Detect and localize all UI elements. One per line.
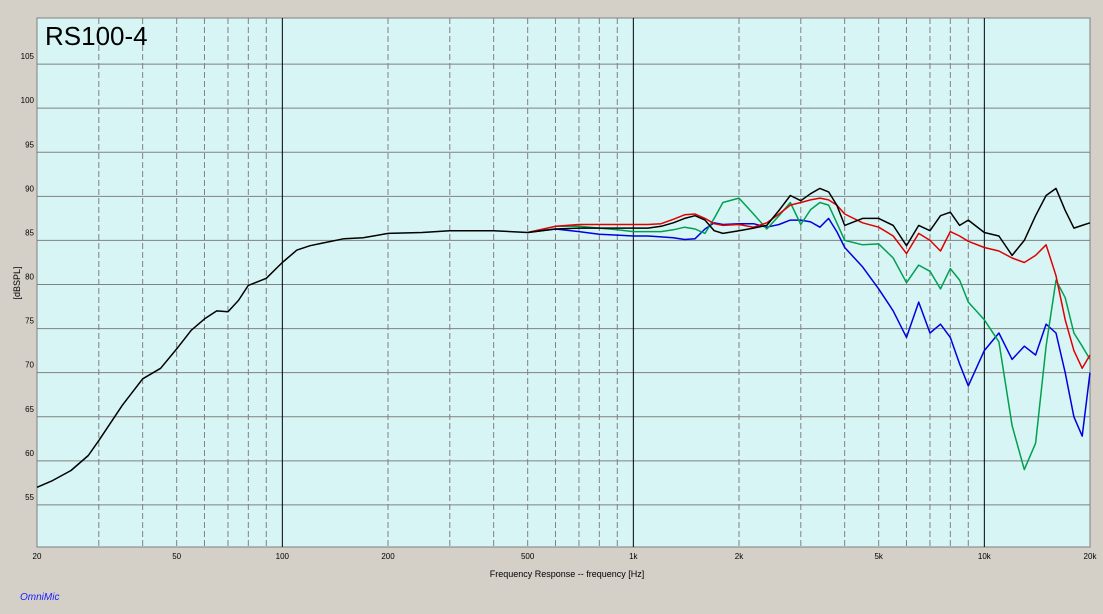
x-tick-label: 5k	[874, 552, 883, 561]
y-tick-label: 65	[25, 405, 34, 414]
x-tick-label: 20k	[1084, 552, 1098, 561]
y-tick-label: 55	[25, 493, 34, 502]
y-tick-label: 85	[25, 228, 34, 237]
lines	[36, 187, 1091, 488]
y-tick-label: 105	[21, 52, 35, 61]
y-axis-label: [dBSPL]	[12, 266, 22, 299]
footer-label: OmniMic	[20, 592, 59, 603]
x-tick-label: 100	[276, 552, 290, 561]
series-line	[527, 197, 1091, 370]
series-line	[36, 187, 1091, 488]
grid: 55 60 65 70 75 80 85 90 95 100 105 20 50 100 200 500 1k 2…	[21, 17, 1098, 561]
plot-background	[36, 17, 1091, 548]
x-tick-label: 500	[521, 552, 535, 561]
x-axis-label: Frequency Response -- frequency [Hz]	[490, 569, 645, 579]
x-tick-label: 50	[172, 552, 181, 561]
y-tick-label: 80	[25, 273, 34, 282]
series-line	[527, 217, 1091, 437]
x-tick-label: 20	[33, 552, 42, 561]
y-tick-label: 95	[25, 140, 34, 149]
y-tick-label: 90	[25, 184, 34, 193]
y-tick-label: 75	[25, 317, 34, 326]
y-tick-label: 100	[21, 96, 35, 105]
series-line	[527, 197, 1091, 471]
x-tick-label: 1k	[629, 552, 638, 561]
y-tick-label: 60	[25, 449, 34, 458]
chart-title: RS100-4	[45, 21, 148, 51]
x-tick-label: 200	[381, 552, 395, 561]
x-tick-label: 2k	[735, 552, 744, 561]
y-tick-label: 70	[25, 361, 34, 370]
x-tick-label: 10k	[978, 552, 992, 561]
